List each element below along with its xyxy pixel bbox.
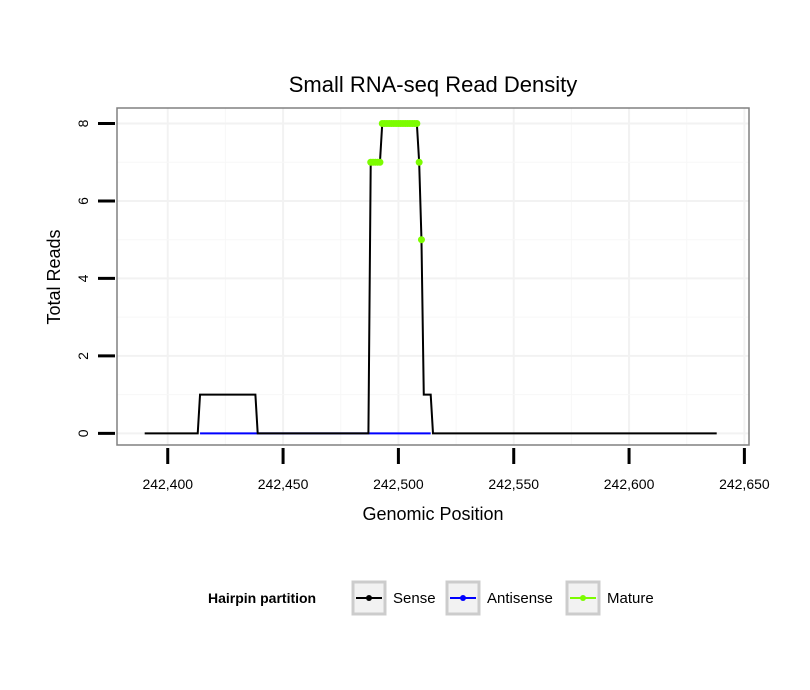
legend-title: Hairpin partition — [208, 590, 316, 606]
x-axis: 242,400 242,450 242,500 242,550 242,600 242,6… — [142, 448, 770, 492]
series-line-sense — [144, 122, 717, 435]
y-tick-label: 0 — [75, 429, 91, 437]
data-point-mature — [376, 158, 384, 166]
x-tick-label: 242,400 — [142, 476, 193, 492]
x-tick-label: 242,450 — [258, 476, 309, 492]
legend-marker-sense — [366, 595, 372, 601]
plot-panel-border — [116, 107, 750, 446]
legend: Hairpin partition Sense Antisense Mature — [208, 580, 654, 616]
x-axis-label: Genomic Position — [362, 504, 503, 524]
x-tick-label: 242,550 — [488, 476, 539, 492]
y-axis: 0 2 4 6 8 — [75, 119, 115, 437]
x-tick-label: 242,650 — [719, 476, 770, 492]
data-point-mature — [413, 119, 421, 127]
legend-label-sense: Sense — [393, 590, 436, 607]
legend-label-mature: Mature — [607, 590, 654, 607]
chart-title: Small RNA-seq Read Density — [289, 72, 578, 97]
data-point-mature — [415, 158, 423, 166]
legend-marker-antisense — [460, 595, 466, 601]
y-tick-label: 6 — [75, 197, 91, 205]
series-layer — [144, 119, 717, 435]
y-tick-label: 2 — [75, 352, 91, 360]
y-tick-label: 8 — [75, 119, 91, 127]
data-point-mature — [417, 236, 425, 244]
y-axis-label: Total Reads — [44, 229, 64, 324]
legend-marker-mature — [580, 595, 586, 601]
x-tick-label: 242,500 — [373, 476, 424, 492]
x-tick-label: 242,600 — [604, 476, 655, 492]
y-tick-label: 4 — [75, 274, 91, 282]
legend-label-antisense: Antisense — [487, 590, 553, 607]
